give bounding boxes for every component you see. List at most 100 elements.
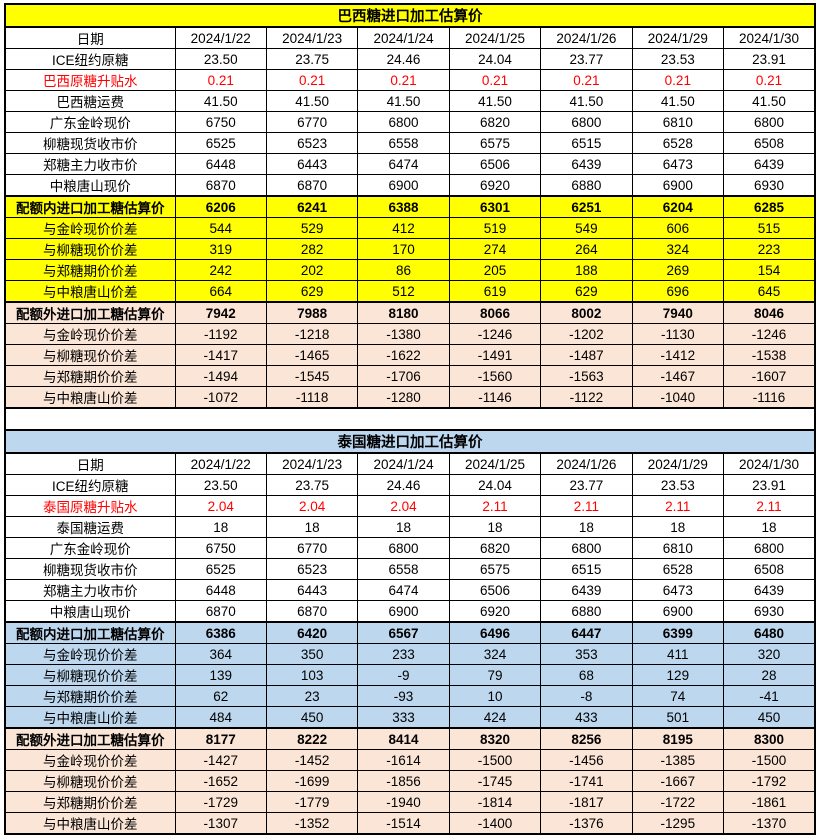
value-cell: 23 [265,685,359,707]
value-cell: 8320 [448,727,542,750]
value-cell: 23.91 [723,474,816,496]
value-cell: 282 [265,238,359,260]
value-cell: 6474 [357,153,450,175]
row-label: 与郑糖期价价差 [4,791,176,813]
value-cell: 6800 [357,537,450,559]
value-cell: -1246 [723,323,816,345]
value-cell: 18 [174,516,267,538]
value-cell: -41 [723,685,816,707]
value-cell: 6820 [448,537,542,559]
brazil-sugar-import-price-table: 巴西糖进口加工估算价 日期 2024/1/22 2024/1/23 2024/1/24 2… [4,3,816,409]
value-cell: -1452 [265,749,359,771]
row-label: 配额外进口加工糖估算价 [4,727,176,750]
value-cell: -1370 [723,812,816,835]
value-cell: 6900 [631,600,725,623]
value-cell: 529 [265,217,359,239]
table-row: 与柳糖现价价差 -1417 -1465 -1622 -1491 -1487 -1412 -15… [4,344,816,366]
value-cell: 6870 [265,174,359,197]
row-label: 与中粮唐山价差 [4,280,176,303]
date-header-cell: 2024/1/22 [174,452,267,475]
date-header-cell: 2024/1/26 [540,452,633,475]
row-label: 广东金岭现价 [4,111,176,133]
value-cell: -1856 [357,770,450,792]
value-cell: 450 [723,706,816,729]
value-cell: 6930 [723,600,816,623]
value-cell: -1122 [540,386,633,409]
value-cell: 6800 [540,111,633,133]
value-cell: -1192 [174,323,267,345]
value-cell: -1607 [723,365,816,387]
value-cell: 41.50 [631,90,725,112]
value-cell: 544 [174,217,267,239]
value-cell: 6820 [448,111,542,133]
value-cell: 8180 [357,301,450,324]
value-cell: 68 [540,664,633,686]
value-cell: 619 [448,280,542,303]
value-cell: -1563 [540,365,633,387]
value-cell: 629 [265,280,359,303]
value-cell: -93 [357,685,450,707]
date-header-cell: 2024/1/24 [357,452,450,475]
value-cell: 364 [174,643,267,665]
value-cell: -8 [540,685,633,707]
value-cell: -1779 [265,791,359,813]
value-cell: 6567 [357,621,450,644]
row-label: 柳糖现货收市价 [4,132,176,154]
value-cell: 484 [174,706,267,729]
value-cell: -1400 [448,812,542,835]
value-cell: 2.11 [631,495,725,517]
value-cell: 6810 [631,111,725,133]
value-cell: 8195 [631,727,725,750]
table-row: 柳糖现货收市价 6525 6523 6558 6575 6515 6528 6508 [4,558,816,580]
table-row: 中粮唐山现价 6870 6870 6900 6920 6880 6900 6930 [4,174,816,197]
value-cell: 6523 [265,132,359,154]
value-cell: 2.04 [265,495,359,517]
value-cell: 549 [540,217,633,239]
row-label: 与中粮唐山价差 [4,706,176,729]
value-cell: 2.11 [540,495,633,517]
date-header-cell: 2024/1/30 [723,452,816,475]
value-cell: 188 [540,259,633,281]
value-cell: -1741 [540,770,633,792]
value-cell: 6439 [723,579,816,601]
row-label: ICE纽约原糖 [4,48,176,70]
value-cell: 6528 [631,558,725,580]
value-cell: 6900 [357,174,450,197]
value-cell: -1072 [174,386,267,409]
date-header-cell: 2024/1/23 [265,26,359,49]
table-row: 配额内进口加工糖估算价 6206 6241 6388 6301 6251 6204 6285 [4,195,816,218]
value-cell: -1667 [631,770,725,792]
date-header-cell: 2024/1/25 [448,452,542,475]
value-cell: 6506 [448,153,542,175]
value-cell: 433 [540,706,633,729]
value-cell: -1146 [448,386,542,409]
value-cell: 170 [357,238,450,260]
value-cell: 629 [540,280,633,303]
row-label: 配额内进口加工糖估算价 [4,621,176,644]
value-cell: 0.21 [357,69,450,91]
row-label: 与柳糖现价价差 [4,664,176,686]
table-title-row: 泰国糖进口加工估算价 [4,429,816,454]
table-row: 广东金岭现价 6750 6770 6800 6820 6800 6810 6800 [4,537,816,559]
value-cell: 41.50 [265,90,359,112]
value-cell: -1116 [723,386,816,409]
table-row: 与郑糖期价价差 -1729 -1779 -1940 -1814 -1817 -1722 -18… [4,791,816,813]
value-cell: -1376 [540,812,633,835]
value-cell: 24.04 [448,474,542,496]
row-label: 泰国糖运费 [4,516,176,538]
value-cell: 320 [723,643,816,665]
table-row: 中粮唐山现价 6870 6870 6900 6920 6880 6900 6930 [4,600,816,623]
value-cell: 6508 [723,558,816,580]
table-row: 泰国原糖升贴水 2.04 2.04 2.04 2.11 2.11 2.11 2.11 [4,495,816,517]
value-cell: -1817 [540,791,633,813]
table-row: 与郑糖期价价差 -1494 -1545 -1706 -1560 -1563 -1467 -16… [4,365,816,387]
value-cell: 0.21 [448,69,542,91]
value-cell: 8256 [540,727,633,750]
value-cell: 23.77 [540,48,633,70]
value-cell: 6301 [448,195,542,218]
value-cell: 23.53 [631,474,725,496]
value-cell: 6386 [174,621,267,644]
value-cell: 18 [448,516,542,538]
row-label: 与柳糖现价价差 [4,344,176,366]
value-cell: 6870 [174,174,267,197]
